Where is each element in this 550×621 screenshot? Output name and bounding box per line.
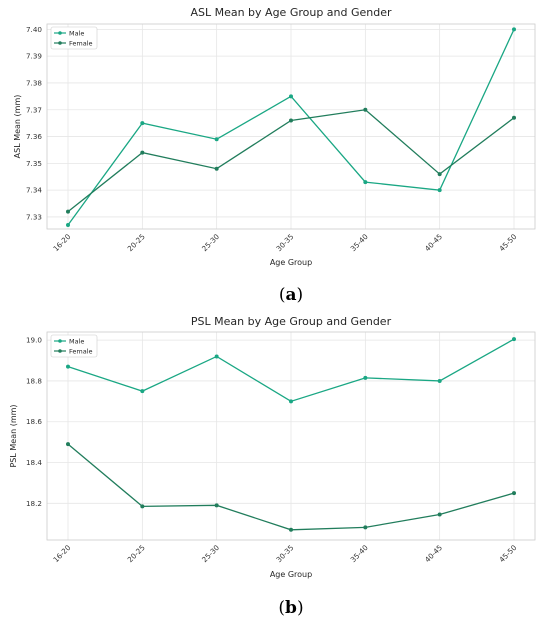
legend-label: Male	[69, 337, 84, 345]
panel-label-letter: b	[285, 598, 297, 618]
data-point-female	[437, 172, 442, 177]
chart-panel-b: 18.2 18.4 18.6 18.8 19.0 16-20 20-25 25-30 30-35…	[9, 315, 536, 618]
panel-label: (a)	[279, 285, 303, 305]
x-tick-label: 35-40	[349, 232, 370, 253]
series-male	[66, 337, 516, 404]
chart-panel-a: 7.33 7.34 7.35 7.36 7.37 7.38 7.39 7.40 16-20 20-…	[13, 6, 536, 305]
y-tick-label: 18.4	[26, 458, 42, 467]
y-tick-label: 18.2	[26, 499, 42, 508]
legend: Male Female	[50, 26, 98, 50]
y-axis-label: PSL Mean (mm)	[9, 404, 18, 467]
data-point-female	[289, 527, 293, 532]
legend-swatch-marker	[58, 31, 62, 35]
data-point-male	[512, 27, 516, 32]
data-point-male	[289, 399, 293, 404]
data-point-male	[437, 378, 442, 383]
series-female	[66, 442, 516, 532]
y-tick-label: 7.37	[26, 105, 42, 114]
panel-label-open: (	[279, 285, 286, 305]
series-male	[66, 27, 516, 227]
y-tick-label: 7.34	[26, 186, 42, 195]
x-tick-label: 40-45	[423, 543, 444, 564]
x-tick-label: 25-30	[200, 543, 221, 564]
data-point-female	[437, 512, 442, 517]
data-point-female	[214, 503, 219, 508]
x-tick-label: 30-35	[274, 232, 295, 253]
legend-swatch-marker	[58, 349, 62, 353]
y-tick-label: 7.38	[26, 78, 42, 87]
data-point-female	[512, 115, 516, 120]
legend-swatch-marker	[58, 41, 62, 45]
chart-title: ASL Mean by Age Group and Gender	[190, 6, 392, 19]
data-point-female	[363, 525, 368, 530]
data-point-male	[363, 180, 368, 185]
y-tick-label: 7.40	[26, 25, 42, 34]
panel-label-close: )	[297, 285, 304, 305]
y-tick-label: 18.8	[26, 376, 42, 385]
x-axis-label: Age Group	[270, 258, 312, 267]
data-point-male	[214, 137, 219, 142]
data-point-female	[289, 118, 293, 123]
y-tick-label: 7.36	[26, 132, 42, 141]
data-point-male	[437, 188, 442, 193]
data-point-male	[140, 389, 145, 394]
x-tick-label: 20-25	[126, 232, 147, 253]
y-tick-label: 19.0	[26, 336, 42, 345]
data-point-female	[140, 504, 145, 509]
data-point-female	[214, 166, 219, 171]
data-point-female	[512, 491, 516, 496]
series-female	[66, 107, 516, 214]
x-tick-label: 35-40	[349, 543, 370, 564]
data-point-male	[214, 354, 219, 359]
x-tick-label: 16-20	[51, 543, 72, 564]
x-tick-label: 45-50	[497, 232, 518, 253]
y-axis-label: ASL Mean (mm)	[13, 95, 22, 159]
y-tick-label: 7.33	[26, 212, 42, 221]
x-tick-label: 16-20	[51, 232, 72, 253]
data-point-male	[363, 375, 368, 380]
x-tick-label: 25-30	[200, 232, 221, 253]
y-tick-label: 18.6	[26, 417, 42, 426]
y-tick-label: 7.39	[26, 52, 42, 61]
data-point-male	[66, 222, 70, 227]
panel-label-close: )	[297, 598, 304, 618]
data-point-female	[140, 150, 145, 155]
chart-title: PSL Mean by Age Group and Gender	[191, 315, 392, 328]
data-point-female	[66, 209, 70, 214]
x-tick-label: 30-35	[274, 543, 295, 564]
data-point-female	[66, 442, 70, 447]
x-tick-label: 20-25	[126, 543, 147, 564]
x-axis-label: Age Group	[270, 570, 312, 579]
legend-label: Female	[69, 39, 93, 47]
y-tick-label: 7.35	[26, 159, 42, 168]
legend-swatch-marker	[58, 339, 62, 343]
legend: Male Female	[50, 334, 98, 358]
panel-label: (b)	[278, 598, 303, 618]
legend-label: Male	[69, 29, 84, 37]
x-tick-label: 45-50	[497, 543, 518, 564]
data-point-male	[140, 121, 145, 126]
plot-frame	[46, 23, 536, 230]
data-point-female	[363, 107, 368, 112]
data-point-male	[289, 94, 293, 99]
panel-label-letter: a	[285, 285, 296, 305]
data-point-male	[66, 364, 70, 369]
x-tick-label: 40-45	[423, 232, 444, 253]
panel-label-open: (	[278, 598, 285, 618]
legend-label: Female	[69, 347, 93, 355]
data-point-male	[512, 337, 516, 342]
plot-frame	[46, 331, 536, 541]
